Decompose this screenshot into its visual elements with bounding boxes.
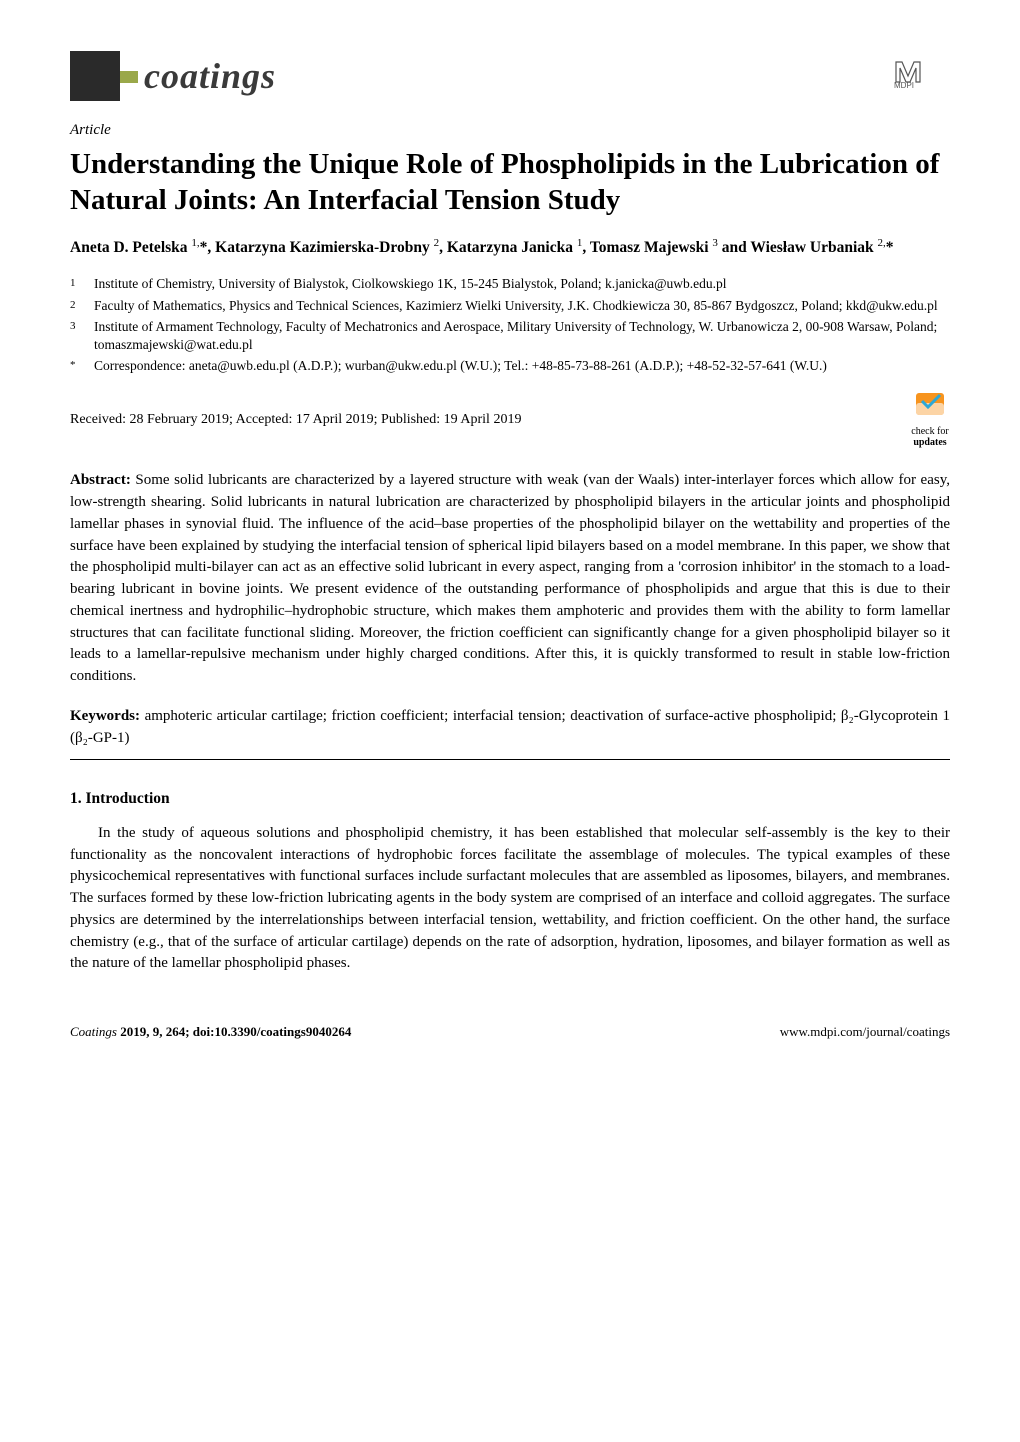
affiliation-text: Faculty of Mathematics, Physics and Tech… (94, 297, 938, 315)
affiliation-num: * (70, 357, 80, 375)
affiliation-text: Correspondence: aneta@uwb.edu.pl (A.D.P.… (94, 357, 827, 375)
intro-paragraph: In the study of aqueous solutions and ph… (70, 823, 950, 975)
footer-journal: Coatings (70, 1024, 117, 1039)
affiliation-row: * Correspondence: aneta@uwb.edu.pl (A.D.P… (70, 357, 950, 375)
header: coatings MDPI (70, 50, 950, 102)
footer-citation: Coatings 2019, 9, 264; doi:10.3390/coati… (70, 1023, 351, 1042)
affiliation-text: Institute of Armament Technology, Facult… (94, 318, 950, 354)
affiliations: 1 Institute of Chemistry, University of B… (70, 275, 950, 375)
authors: Aneta D. Petelska 1,*, Katarzyna Kazimie… (70, 236, 950, 259)
journal-name: coatings (144, 50, 276, 102)
dates-row: Received: 28 February 2019; Accepted: 17… (70, 391, 950, 448)
affiliation-text: Institute of Chemistry, University of Bi… (94, 275, 727, 293)
publication-dates: Received: 28 February 2019; Accepted: 17… (70, 410, 521, 430)
journal-logo: coatings (70, 50, 276, 102)
footer-year-vol: 2019, 9, 264; doi:10.3390/coatings904026… (117, 1024, 351, 1039)
updates-line1: check for (910, 426, 950, 437)
footer-url: www.mdpi.com/journal/coatings (780, 1023, 950, 1042)
coatings-logo-icon (70, 51, 120, 101)
affiliation-num: 1 (70, 275, 80, 293)
abstract: Abstract: Some solid lubricants are char… (70, 470, 950, 688)
article-type: Article (70, 120, 950, 142)
abstract-label: Abstract: (70, 472, 131, 488)
check-updates-badge[interactable]: check for updates (910, 391, 950, 448)
section-divider (70, 759, 950, 760)
section-heading-intro: 1. Introduction (70, 788, 950, 810)
article-title: Understanding the Unique Role of Phospho… (70, 146, 950, 219)
affiliation-row: 2 Faculty of Mathematics, Physics and Tec… (70, 297, 950, 315)
abstract-text: Some solid lubricants are characterized … (70, 472, 950, 684)
affiliation-num: 3 (70, 318, 80, 354)
mdpi-text: MDPI (894, 81, 914, 90)
affiliation-row: 1 Institute of Chemistry, University of B… (70, 275, 950, 293)
keywords-text: amphoteric articular cartilage; friction… (70, 708, 950, 746)
affiliation-num: 2 (70, 297, 80, 315)
keywords-label: Keywords: (70, 708, 140, 724)
mdpi-logo-icon: MDPI (892, 58, 950, 98)
updates-line2: updates (910, 437, 950, 448)
page-footer: Coatings 2019, 9, 264; doi:10.3390/coati… (70, 1023, 950, 1042)
keywords: Keywords: amphoteric articular cartilage… (70, 706, 950, 750)
affiliation-row: 3 Institute of Armament Technology, Facul… (70, 318, 950, 354)
